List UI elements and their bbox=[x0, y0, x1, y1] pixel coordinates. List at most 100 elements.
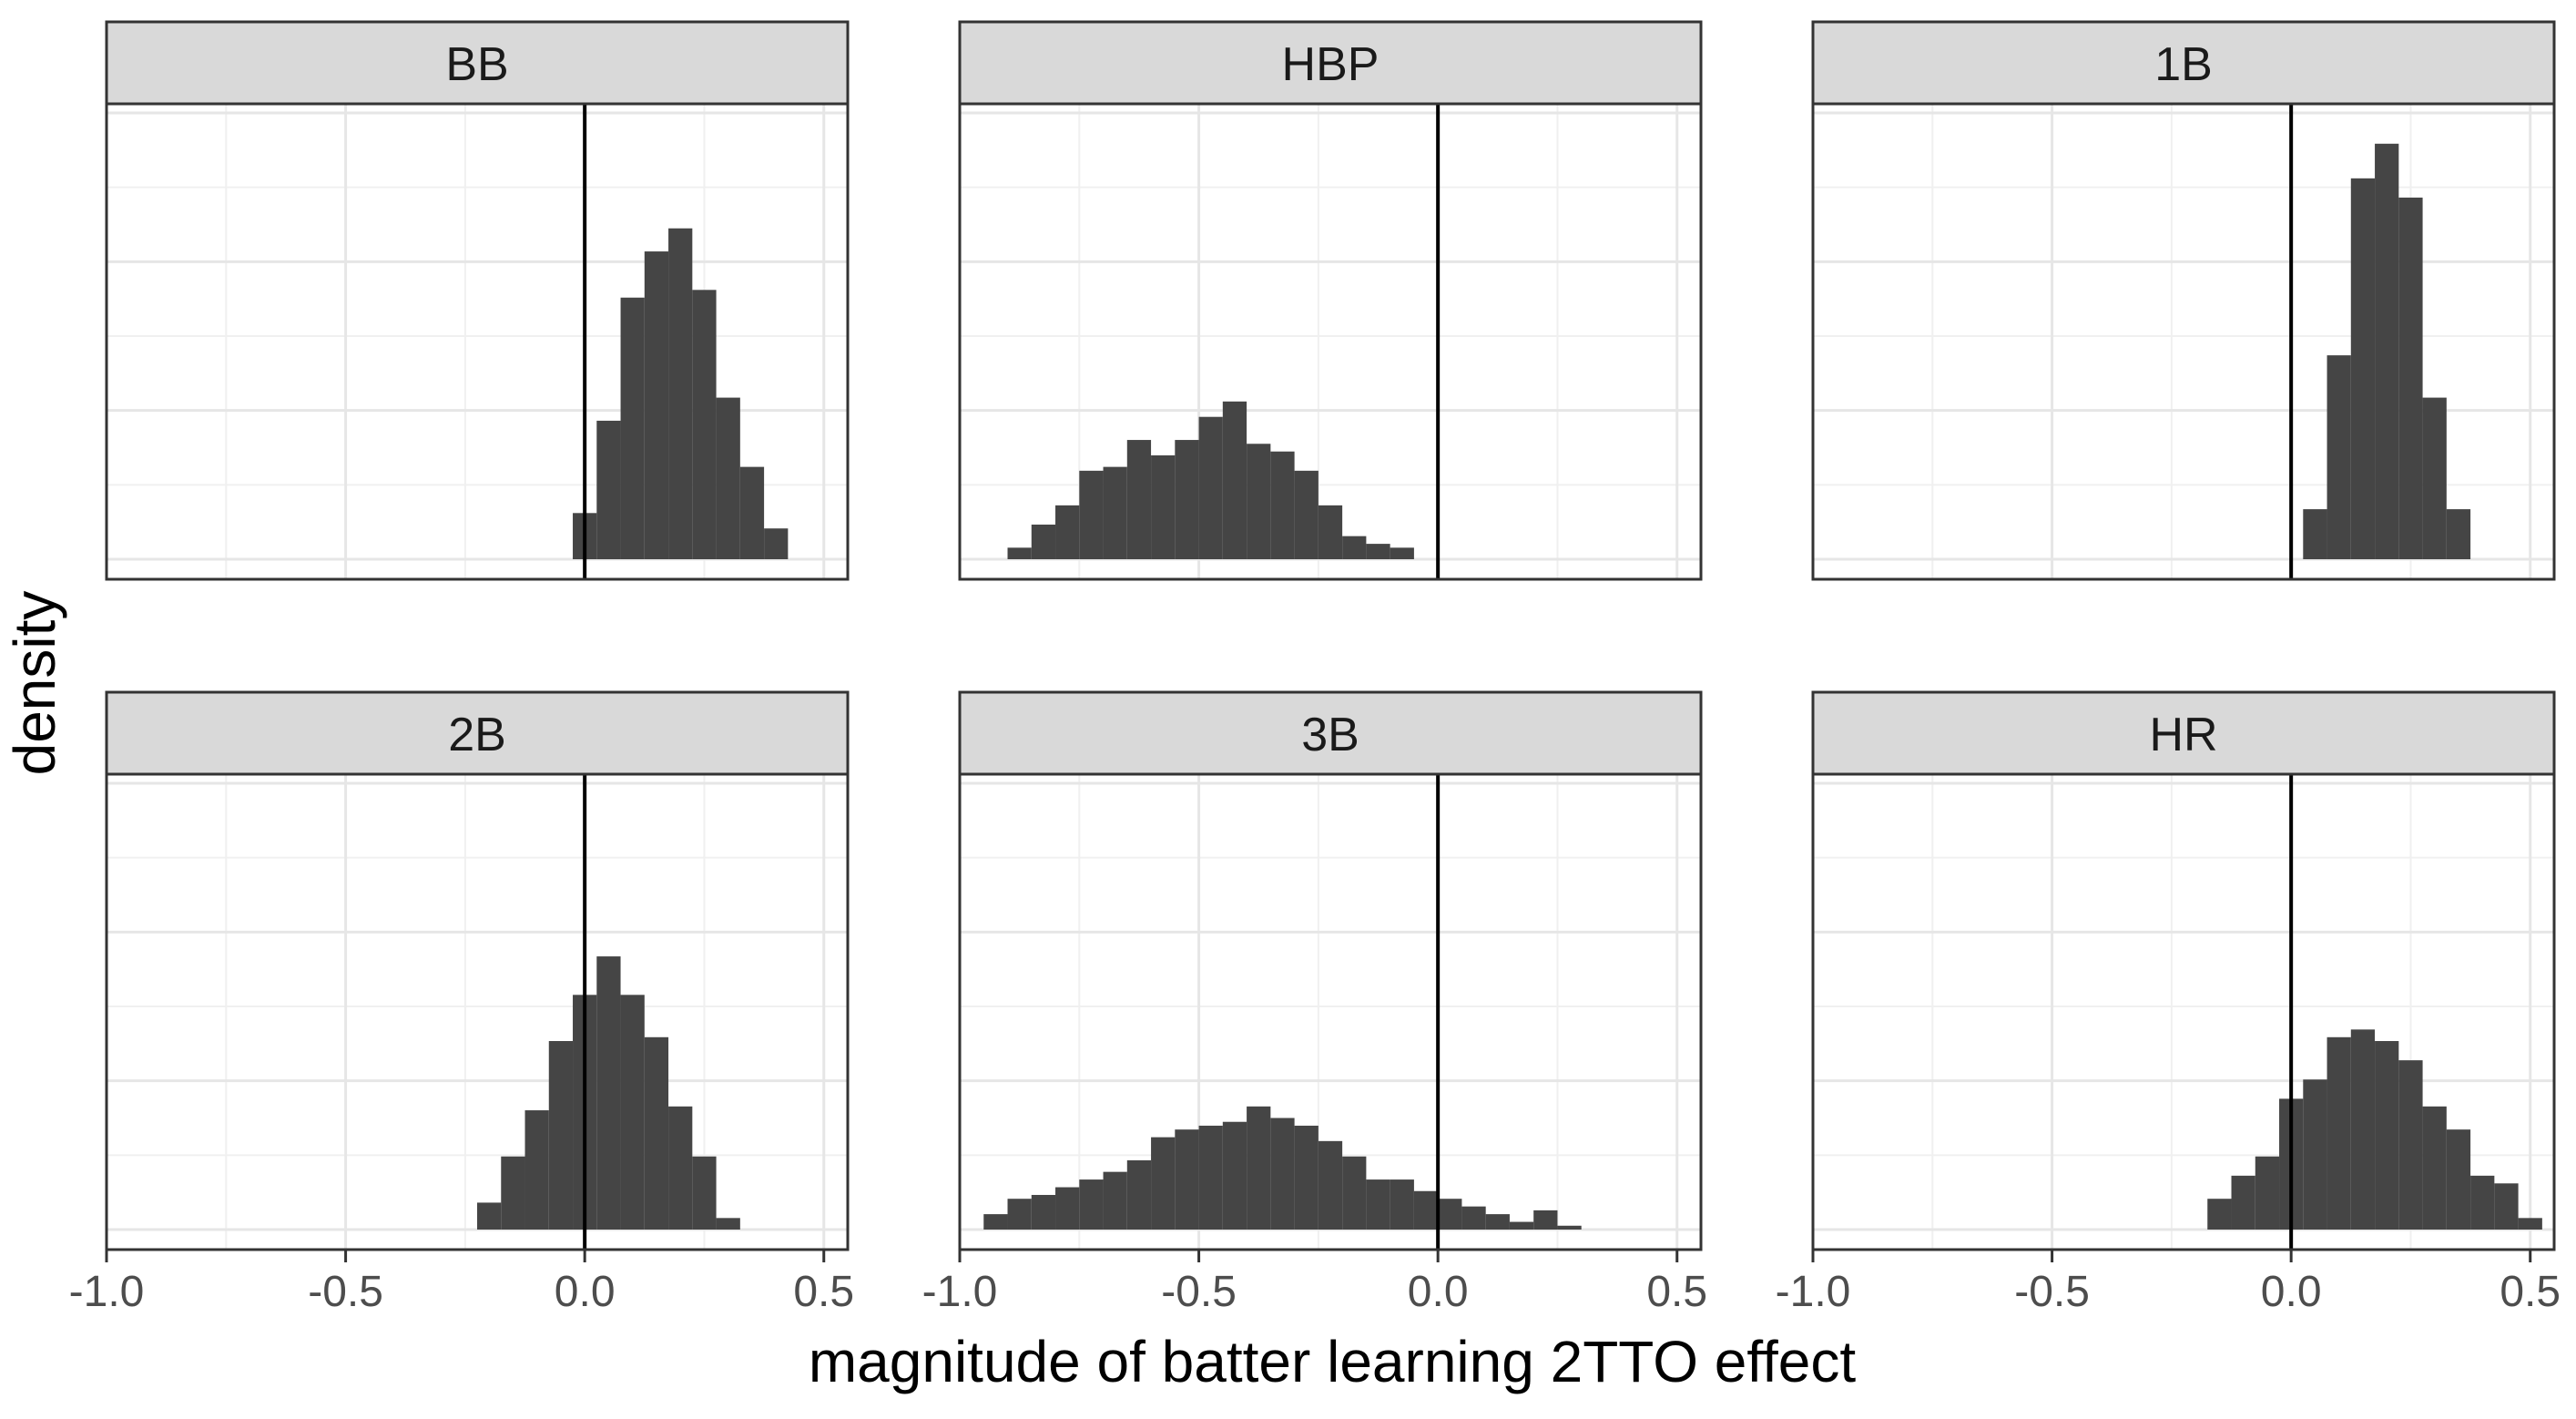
histogram-bar bbox=[524, 1110, 549, 1230]
facet-title-1b: 1B bbox=[2154, 38, 2213, 91]
histogram-bar bbox=[1126, 440, 1152, 559]
histogram-bar bbox=[1247, 444, 1271, 559]
facet-title-hbp: HBP bbox=[1282, 38, 1380, 91]
facet-title-2b: 2B bbox=[448, 709, 506, 761]
histogram-bar bbox=[2375, 1041, 2399, 1230]
histogram-bar bbox=[1294, 470, 1319, 559]
facet-3b: 3B -1.0 -0.5 0.0 0.5 bbox=[922, 690, 1707, 1316]
histogram-bar bbox=[1509, 1221, 1534, 1230]
histogram-bar bbox=[1557, 1225, 1582, 1230]
facet-bb: BB bbox=[105, 20, 850, 581]
facet-title-3b: 3B bbox=[1301, 709, 1359, 761]
histogram-bar bbox=[1461, 1206, 1486, 1230]
histogram-bar bbox=[596, 956, 621, 1230]
histogram-bar bbox=[548, 1041, 574, 1230]
facet-title-hr: HR bbox=[2149, 709, 2217, 761]
histogram-bar bbox=[620, 995, 645, 1230]
histogram-bar bbox=[739, 466, 765, 559]
histogram-bar bbox=[692, 1156, 717, 1230]
histogram-bar bbox=[1318, 1140, 1343, 1230]
histogram-bar bbox=[1413, 1190, 1439, 1230]
facet-2b: 2B -1.0 -0.5 0.0 0.5 bbox=[69, 690, 854, 1316]
histogram-bar bbox=[644, 251, 669, 559]
histogram-bar bbox=[1055, 505, 1080, 559]
histogram-bar bbox=[1175, 440, 1199, 559]
histogram-bar bbox=[1485, 1214, 1510, 1230]
histogram-bar bbox=[1247, 1106, 1271, 1230]
histogram-bar bbox=[1318, 505, 1343, 559]
histogram-bar bbox=[501, 1156, 525, 1230]
histogram-bar bbox=[1438, 1199, 1462, 1230]
x-tick-label: 0.5 bbox=[793, 1268, 854, 1316]
histogram-bar bbox=[2255, 1156, 2280, 1230]
histogram-bar bbox=[668, 1106, 693, 1230]
histogram-bar bbox=[1390, 1179, 1414, 1230]
histogram-bar bbox=[764, 528, 789, 559]
histogram-bar bbox=[1198, 416, 1223, 559]
facet-strip bbox=[1811, 690, 2556, 776]
facet-hr: HR -1.0 -0.5 0.0 0.5 bbox=[1776, 690, 2561, 1316]
histogram-bar bbox=[2303, 509, 2327, 559]
histogram-bar bbox=[1151, 454, 1176, 559]
histogram-bar bbox=[1270, 1118, 1295, 1230]
facet-strip bbox=[105, 20, 850, 106]
histogram-bar bbox=[1126, 1159, 1152, 1230]
facet-title-bb: BB bbox=[445, 38, 508, 91]
facet-strip bbox=[958, 690, 1703, 776]
histogram-bar bbox=[1366, 1179, 1390, 1230]
x-tick-label: -1.0 bbox=[1776, 1268, 1851, 1316]
histogram-bar bbox=[1103, 1171, 1127, 1230]
x-axis-title: magnitude of batter learning 2TTO effect bbox=[809, 1329, 1857, 1394]
histogram-bar bbox=[716, 1218, 740, 1230]
histogram-bar bbox=[1533, 1210, 1558, 1230]
histogram-bar bbox=[2422, 1106, 2447, 1230]
histogram-bar bbox=[668, 228, 693, 560]
histogram-bar bbox=[1222, 401, 1247, 559]
y-axis-title: density bbox=[2, 591, 67, 776]
histogram-bar bbox=[2494, 1183, 2519, 1230]
histogram-bar bbox=[1031, 524, 1056, 559]
x-tick-label: -0.5 bbox=[308, 1268, 383, 1316]
histogram-bar bbox=[2231, 1175, 2255, 1230]
histogram-bar bbox=[644, 1036, 669, 1230]
facet-strip bbox=[1811, 20, 2556, 106]
histogram-bar bbox=[1342, 1156, 1367, 1230]
histogram-bar bbox=[2518, 1218, 2542, 1230]
histogram-bar bbox=[2207, 1199, 2232, 1230]
histogram-bar bbox=[2327, 355, 2351, 559]
histogram-bar bbox=[1366, 544, 1390, 559]
x-tick-label: 0.0 bbox=[2261, 1268, 2322, 1316]
histogram-bar bbox=[2350, 1029, 2376, 1230]
histogram-bar bbox=[620, 297, 645, 559]
histogram-bar bbox=[2375, 143, 2399, 560]
histogram-bar bbox=[1055, 1187, 1080, 1230]
histogram-bar bbox=[477, 1202, 502, 1230]
histogram-bar bbox=[2398, 197, 2423, 559]
histogram-bar bbox=[983, 1214, 1008, 1230]
histogram-bar bbox=[1031, 1194, 1056, 1230]
x-tick-label: 0.0 bbox=[555, 1268, 616, 1316]
x-tick-label: 0.5 bbox=[2500, 1268, 2561, 1316]
facet-strip bbox=[105, 690, 850, 776]
histogram-bar bbox=[596, 420, 621, 559]
histogram-bar bbox=[2470, 1175, 2495, 1230]
histogram-bar bbox=[1390, 547, 1414, 559]
histogram-bar bbox=[1175, 1129, 1199, 1230]
histogram-bar bbox=[1222, 1121, 1247, 1230]
x-tick-label: -1.0 bbox=[69, 1268, 145, 1316]
histogram-bar bbox=[692, 290, 717, 559]
x-tick-label: 0.0 bbox=[1408, 1268, 1469, 1316]
histogram-bar bbox=[2398, 1060, 2423, 1230]
x-tick-label: -0.5 bbox=[1161, 1268, 1237, 1316]
panel-background bbox=[107, 774, 848, 1250]
histogram-bar bbox=[2422, 397, 2447, 559]
histogram-bar bbox=[1198, 1125, 1223, 1230]
facet-strip bbox=[958, 20, 1703, 106]
histogram-bar bbox=[2446, 509, 2471, 559]
histogram-bar bbox=[716, 397, 740, 559]
x-tick-label: -0.5 bbox=[2014, 1268, 2090, 1316]
histogram-bar bbox=[1270, 451, 1295, 559]
histogram-bar bbox=[1151, 1137, 1176, 1230]
